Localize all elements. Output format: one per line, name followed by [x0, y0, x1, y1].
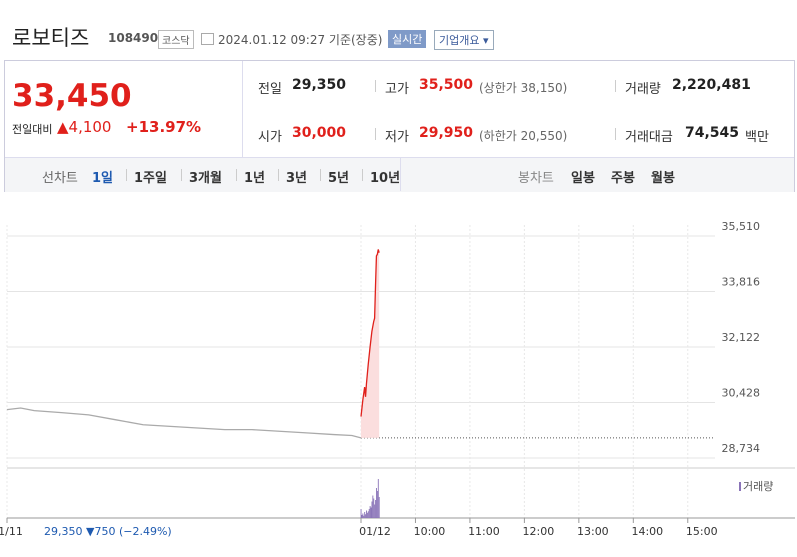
- x-tick-label: 11:00: [468, 525, 500, 538]
- tab-group-label: 선차트: [42, 171, 78, 186]
- y-tick-label: 32,122: [722, 331, 761, 344]
- price: 33,450: [12, 78, 132, 114]
- volume-bar: [361, 515, 363, 518]
- separator: [615, 80, 616, 92]
- prev-change: ▼750: [86, 525, 116, 538]
- company-label: 기업개요: [439, 34, 480, 47]
- separator: [126, 169, 127, 181]
- volume-bar: [362, 513, 364, 518]
- legend-swatch: [739, 482, 741, 491]
- y-tick-label: 35,510: [722, 220, 761, 233]
- volume-bar: [366, 510, 367, 518]
- tab[interactable]: 1일: [92, 171, 114, 186]
- x-tick-label: 10:00: [414, 525, 446, 538]
- legend-label: 거래량: [743, 480, 773, 493]
- stat-note: (하한가 20,550): [479, 129, 568, 143]
- stat-value: 2,220,481: [672, 77, 751, 93]
- prev-pct: (−2.49%): [118, 525, 172, 538]
- x-tick-label: 13:00: [577, 525, 609, 538]
- volume-bar: [369, 506, 371, 518]
- separator: [362, 169, 363, 181]
- volume-bar: [371, 501, 373, 518]
- x-tick-label: 01/11: [0, 525, 23, 538]
- stat-label: 전일: [258, 82, 282, 97]
- y-tick-label: 33,816: [722, 276, 761, 289]
- volume-bar: [375, 500, 377, 518]
- volume-bar: [378, 497, 380, 518]
- tab[interactable]: 3년: [286, 171, 308, 186]
- separator: [615, 128, 616, 140]
- stock-code: 108490: [108, 31, 159, 45]
- tab-bar: [5, 157, 794, 192]
- company-button[interactable]: 기업개요 ▾: [434, 30, 494, 50]
- stat-unit: 백만: [745, 130, 769, 145]
- tab[interactable]: 5년: [328, 171, 350, 186]
- tab[interactable]: 주봉: [611, 171, 635, 186]
- stat-note: (상한가 38,150): [479, 81, 568, 95]
- tab[interactable]: 3개월: [189, 171, 222, 186]
- divider: [242, 61, 243, 157]
- stat-value: 29,350: [292, 77, 347, 93]
- prev-close: 29,350: [44, 525, 83, 538]
- volume-bar: [376, 488, 377, 518]
- volume-bar: [374, 504, 376, 518]
- tab[interactable]: 10년: [370, 171, 401, 186]
- realtime-badge: 실시간: [388, 30, 427, 48]
- timestamp: 2024.01.12 09:27 기준(장중): [218, 33, 383, 47]
- y-tick-label: 28,734: [722, 442, 761, 455]
- x-tick-label: 14:00: [631, 525, 663, 538]
- stat-value: 35,500: [419, 77, 474, 93]
- change-label: 전일대비: [12, 123, 53, 136]
- volume-bar: [372, 495, 374, 518]
- stat-label: 고가: [385, 82, 409, 97]
- volume-bar: [376, 491, 378, 518]
- volume-bar: [373, 498, 375, 518]
- change-pct: +13.97%: [126, 118, 202, 136]
- stat-label: 거래대금: [625, 130, 673, 145]
- separator: [236, 169, 237, 181]
- separator: [375, 80, 376, 92]
- volume-bar: [367, 511, 369, 518]
- prev-summary: 29,350 ▼750 (−2.49%): [44, 525, 172, 538]
- volume-bar: [363, 515, 365, 518]
- tab[interactable]: 1주일: [134, 171, 167, 186]
- separator: [181, 169, 182, 181]
- volume-bar: [360, 509, 362, 518]
- x-tick-label: 01/12: [359, 525, 391, 538]
- tab-group-label: 봉차트: [518, 171, 554, 186]
- stat-label: 거래량: [625, 82, 661, 97]
- stat-value: 30,000: [292, 125, 347, 141]
- volume-bar: [364, 512, 366, 518]
- calendar-icon: [201, 33, 214, 45]
- volume-bar: [368, 509, 370, 518]
- x-tick-label: 15:00: [686, 525, 718, 538]
- line: [360, 249, 380, 417]
- change: ▲4,100: [57, 118, 112, 136]
- stat-value: 29,950: [419, 125, 474, 141]
- stat-label: 저가: [385, 130, 409, 145]
- tab[interactable]: 일봉: [571, 171, 595, 186]
- volume-bar: [366, 512, 368, 518]
- area: [361, 249, 380, 438]
- volume-bar: [377, 479, 379, 518]
- chart: 28,734 30,428 32,122 33,816 35,510 01/11 01/12…: [0, 220, 795, 538]
- market-badge: 코스닥: [158, 30, 194, 49]
- stat-label: 시가: [258, 130, 282, 145]
- line: [6, 407, 362, 439]
- y-tick-label: 30,428: [722, 387, 761, 400]
- volume-bar: [370, 507, 372, 518]
- stat-value: 74,545: [685, 125, 740, 141]
- volume-bar: [365, 514, 367, 518]
- divider: [400, 158, 401, 191]
- separator: [278, 169, 279, 181]
- x-tick-label: 12:00: [523, 525, 555, 538]
- separator: [320, 169, 321, 181]
- tab[interactable]: 월봉: [651, 171, 675, 186]
- tab[interactable]: 1년: [244, 171, 266, 186]
- separator: [375, 128, 376, 140]
- stock-name: 로보티즈: [12, 26, 90, 50]
